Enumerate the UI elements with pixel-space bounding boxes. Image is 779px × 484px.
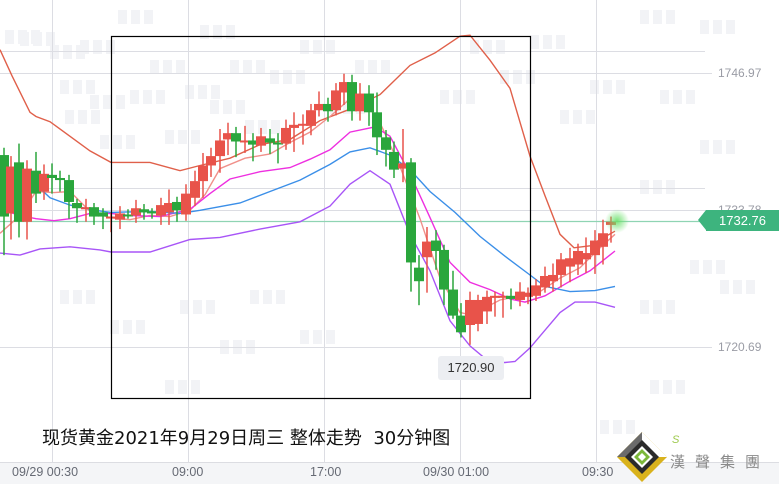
- candle[interactable]: [347, 74, 357, 121]
- price-axis-label-bottom: 1720.69: [718, 340, 762, 354]
- candle[interactable]: [223, 122, 233, 156]
- candle[interactable]: [81, 198, 91, 222]
- candle[interactable]: [64, 174, 74, 219]
- candle[interactable]: [331, 83, 341, 116]
- candle[interactable]: [147, 208, 157, 219]
- current-price-tag: 1732.76: [698, 210, 779, 231]
- candle[interactable]: [289, 112, 299, 152]
- candle[interactable]: [231, 126, 241, 158]
- candle[interactable]: [473, 294, 483, 332]
- candle[interactable]: [273, 133, 283, 164]
- candle[interactable]: [265, 128, 275, 155]
- candle[interactable]: [298, 114, 308, 145]
- candle[interactable]: [598, 219, 608, 265]
- candle[interactable]: [314, 91, 324, 117]
- candle[interactable]: [39, 164, 49, 200]
- candle[interactable]: [515, 282, 525, 307]
- candle[interactable]: [506, 288, 516, 310]
- candle[interactable]: [372, 92, 382, 156]
- candle[interactable]: [98, 208, 108, 230]
- candle[interactable]: [456, 303, 466, 338]
- candle[interactable]: [89, 203, 99, 225]
- candle[interactable]: [206, 147, 216, 177]
- candle[interactable]: [172, 196, 182, 222]
- time-axis-tick: 09/29 00:30: [12, 465, 79, 479]
- candle[interactable]: [240, 125, 250, 153]
- candle[interactable]: [439, 244, 449, 306]
- time-axis-tick: 09/30 01:00: [423, 465, 490, 479]
- candle[interactable]: [482, 290, 492, 324]
- candle[interactable]: [590, 230, 600, 274]
- candle[interactable]: [55, 170, 65, 192]
- candle[interactable]: [198, 152, 208, 198]
- candle[interactable]: [531, 279, 541, 302]
- candle[interactable]: [581, 237, 591, 273]
- candle[interactable]: [422, 226, 432, 293]
- price-axis-label-top: 1746.97: [718, 66, 762, 80]
- candle[interactable]: [22, 160, 32, 240]
- candle[interactable]: [72, 198, 82, 223]
- time-axis-tick: 09:00: [172, 465, 204, 479]
- candle[interactable]: [123, 209, 133, 219]
- candle[interactable]: [306, 103, 316, 136]
- time-axis-tick: 17:00: [310, 465, 342, 479]
- candle[interactable]: [164, 189, 174, 225]
- candle[interactable]: [31, 151, 41, 204]
- candle[interactable]: [215, 128, 225, 173]
- candle[interactable]: [139, 204, 149, 220]
- logo-mark: S: [672, 434, 680, 446]
- candle[interactable]: [14, 143, 24, 238]
- candle[interactable]: [548, 263, 558, 292]
- highlight-box: [110, 35, 532, 400]
- candle[interactable]: [398, 128, 408, 183]
- candle[interactable]: [465, 291, 475, 345]
- candle[interactable]: [115, 206, 125, 230]
- candle[interactable]: [6, 156, 16, 240]
- candle[interactable]: [448, 270, 458, 319]
- candle[interactable]: [573, 243, 583, 275]
- current-price-marker: [605, 209, 629, 233]
- candle[interactable]: [414, 255, 424, 306]
- company-logo-icon: [617, 432, 667, 482]
- candle[interactable]: [381, 130, 391, 167]
- candle[interactable]: [389, 141, 399, 178]
- candle[interactable]: [47, 163, 57, 194]
- company-name: 漢聲集團: [670, 453, 771, 471]
- candle[interactable]: [540, 266, 550, 293]
- candle[interactable]: [490, 291, 500, 317]
- chart-title: 现货黄金2021年9月29日周三 整体走势 30分钟图: [42, 428, 451, 449]
- low-price-annotation: 1720.90: [438, 356, 504, 380]
- candle[interactable]: [498, 291, 508, 318]
- candle[interactable]: [556, 253, 566, 288]
- candle[interactable]: [355, 83, 365, 121]
- candle[interactable]: [431, 230, 441, 270]
- candle[interactable]: [181, 184, 191, 221]
- candle[interactable]: [156, 197, 166, 225]
- candle[interactable]: [190, 170, 200, 207]
- time-axis[interactable]: [0, 462, 779, 484]
- time-axis-tick: 09:30: [582, 465, 614, 479]
- candle[interactable]: [281, 119, 291, 150]
- candle[interactable]: [339, 73, 349, 106]
- candle[interactable]: [0, 147, 9, 256]
- candle[interactable]: [323, 97, 333, 122]
- candle[interactable]: [248, 133, 258, 162]
- candle[interactable]: [523, 287, 533, 305]
- candle[interactable]: [364, 85, 374, 126]
- candle[interactable]: [406, 158, 416, 292]
- candle[interactable]: [565, 247, 575, 283]
- candle[interactable]: [256, 127, 266, 152]
- candle[interactable]: [131, 199, 141, 223]
